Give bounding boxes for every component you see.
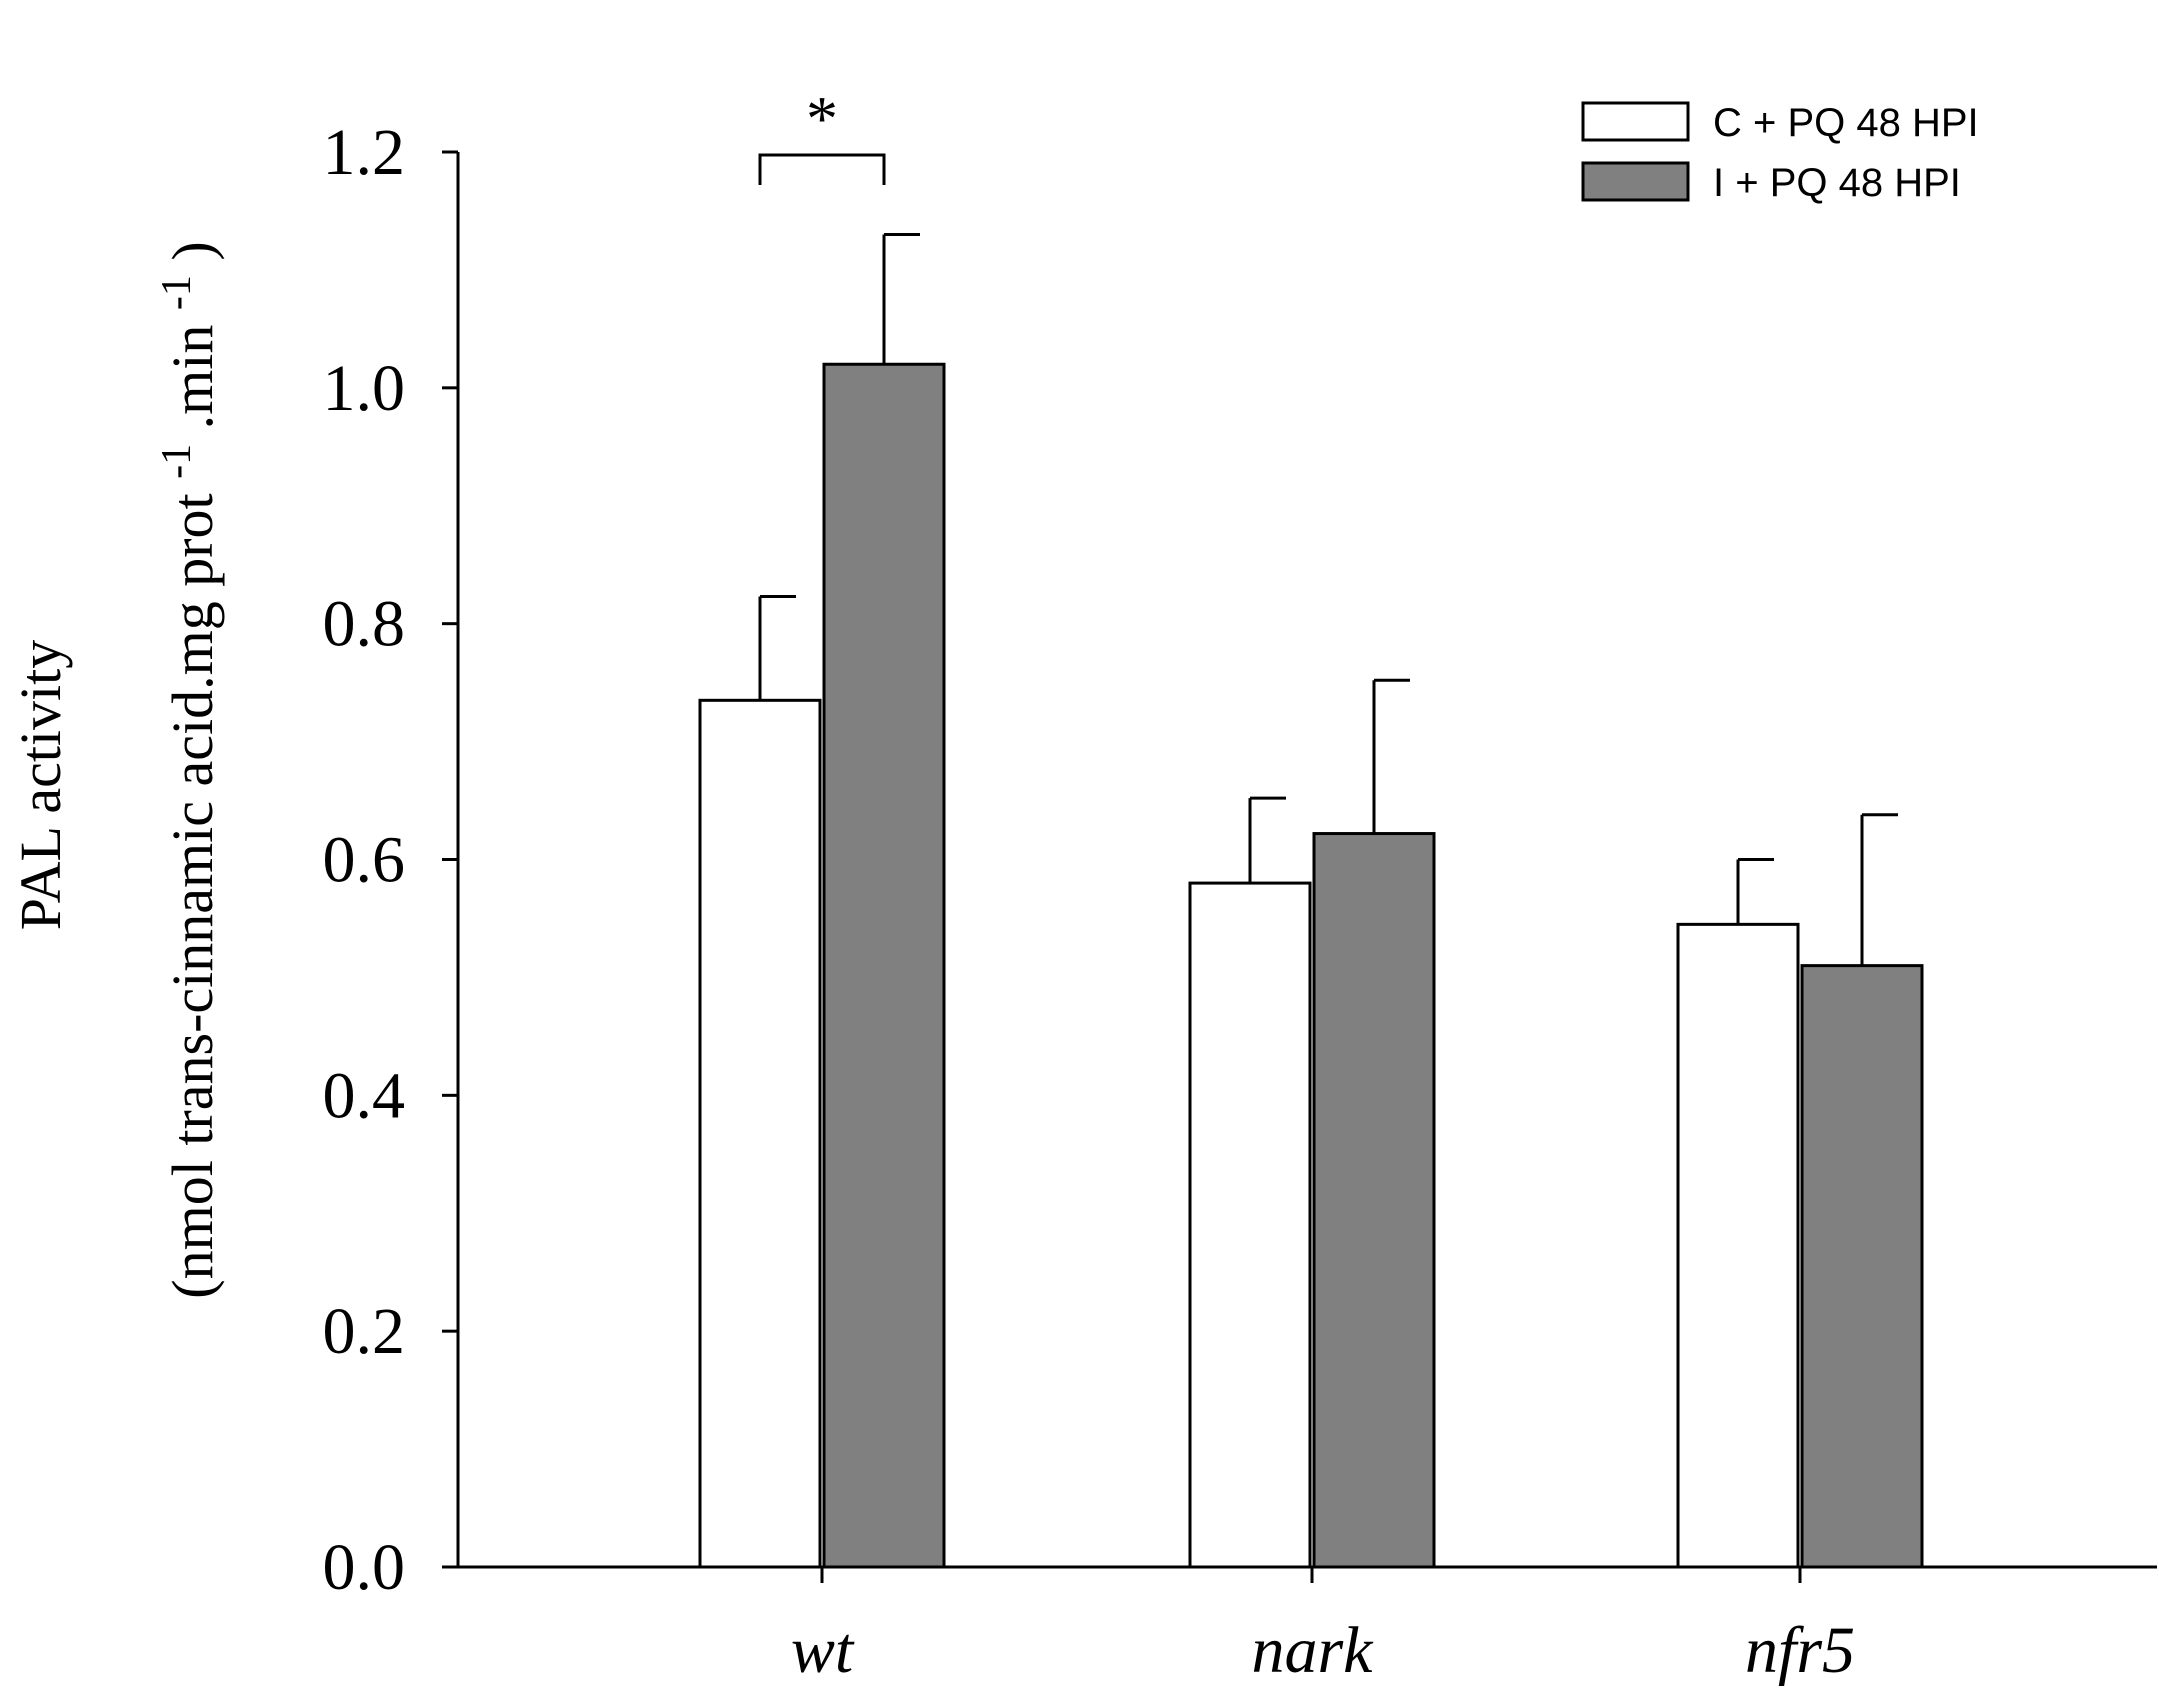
- y-axis-label-unit-a: (nmol trans-cinnamic acid.mg prot: [160, 493, 225, 1298]
- significance-bracket: [758, 153, 886, 185]
- legend-swatch-series2: [1581, 161, 1690, 202]
- x-tick-label-nfr5: nfr5: [1745, 1614, 1855, 1687]
- y-tick-label: 0.6: [323, 824, 406, 897]
- y-axis-label: PAL activity (nmol trans-cinnamic acid.m…: [8, 241, 225, 1298]
- bar-nfr5-series2: [1800, 964, 1924, 1569]
- x-axis-tick-labels: wt nark nfr5: [791, 1614, 1855, 1687]
- y-axis-label-unit-b: .min: [160, 325, 225, 430]
- y-tick-label: 0.0: [323, 1531, 406, 1604]
- y-axis-label-unit-sup1: -1: [154, 444, 200, 479]
- bar-wt-series1: [698, 698, 822, 1569]
- y-tick-label: 0.4: [323, 1059, 406, 1132]
- y-tick-label: 0.2: [323, 1295, 406, 1368]
- bar-nfr5-series1: [1676, 922, 1800, 1569]
- y-axis-ticks: 0.0 0.2 0.4 0.6 0.8 1.0 1.2: [323, 116, 458, 1604]
- x-tick-label-wt: wt: [791, 1614, 855, 1687]
- legend: C + PQ 48 HPI I + PQ 48 HPI: [1581, 101, 1979, 205]
- y-axis-label-line1: PAL activity: [8, 640, 73, 931]
- y-tick-label: 1.2: [323, 116, 406, 189]
- y-tick-label: 0.8: [323, 588, 406, 661]
- y-tick-label: 1.0: [323, 352, 406, 425]
- significance-star: *: [806, 83, 838, 154]
- bar-nark-series2: [1312, 832, 1436, 1569]
- axes: [456, 152, 2157, 1583]
- legend-swatch-series1: [1581, 101, 1690, 142]
- bar-nark-series1: [1188, 881, 1312, 1569]
- legend-label-series1: C + PQ 48 HPI: [1713, 101, 1979, 145]
- y-axis-label-unit-c: ): [160, 241, 225, 260]
- bars: [698, 233, 1924, 1569]
- x-tick-label-nark: nark: [1252, 1614, 1375, 1687]
- bar-wt-series2: [822, 362, 946, 1569]
- legend-label-series2: I + PQ 48 HPI: [1713, 161, 1961, 205]
- y-axis-label-line2: (nmol trans-cinnamic acid.mg prot -1 .mi…: [138, 241, 225, 1298]
- y-axis-label-unit-sup2: -1: [154, 275, 200, 310]
- significance-annotation: *: [758, 83, 886, 185]
